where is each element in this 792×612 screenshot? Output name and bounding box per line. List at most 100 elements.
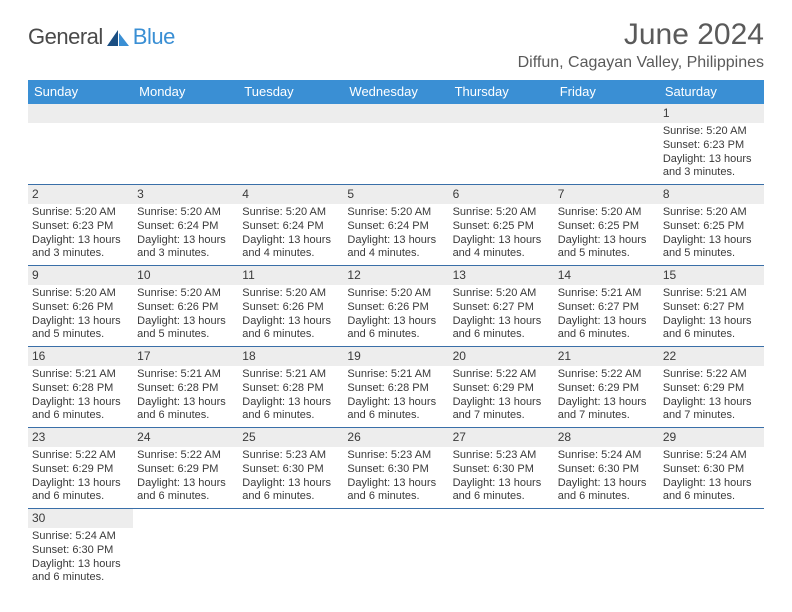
- weekday-header-cell: Tuesday: [238, 80, 343, 104]
- daylight-text: Daylight: 13 hours and 7 minutes.: [663, 396, 760, 424]
- calendar-day-cell: 4Sunrise: 5:20 AMSunset: 6:24 PMDaylight…: [238, 185, 343, 265]
- daylight-text: Daylight: 13 hours and 5 minutes.: [558, 234, 655, 262]
- sunrise-text: Sunrise: 5:20 AM: [32, 287, 129, 301]
- sunrise-text: Sunrise: 5:20 AM: [32, 206, 129, 220]
- day-number: 29: [659, 428, 764, 447]
- daylight-text: Daylight: 13 hours and 6 minutes.: [453, 477, 550, 505]
- empty-day-number: [343, 104, 448, 123]
- day-number: 4: [238, 185, 343, 204]
- sunset-text: Sunset: 6:30 PM: [558, 463, 655, 477]
- calendar-day-cell: [449, 104, 554, 184]
- daylight-text: Daylight: 13 hours and 4 minutes.: [453, 234, 550, 262]
- weekday-header-cell: Saturday: [659, 80, 764, 104]
- calendar-day-cell: 10Sunrise: 5:20 AMSunset: 6:26 PMDayligh…: [133, 266, 238, 346]
- calendar-day-cell: 26Sunrise: 5:23 AMSunset: 6:30 PMDayligh…: [343, 428, 448, 508]
- sunrise-text: Sunrise: 5:21 AM: [32, 368, 129, 382]
- calendar-day-cell: 8Sunrise: 5:20 AMSunset: 6:25 PMDaylight…: [659, 185, 764, 265]
- calendar-day-cell: 29Sunrise: 5:24 AMSunset: 6:30 PMDayligh…: [659, 428, 764, 508]
- calendar-day-cell: 24Sunrise: 5:22 AMSunset: 6:29 PMDayligh…: [133, 428, 238, 508]
- calendar-day-cell: 22Sunrise: 5:22 AMSunset: 6:29 PMDayligh…: [659, 347, 764, 427]
- sunset-text: Sunset: 6:24 PM: [137, 220, 234, 234]
- sunset-text: Sunset: 6:26 PM: [242, 301, 339, 315]
- empty-day-number: [238, 104, 343, 123]
- calendar-day-cell: 23Sunrise: 5:22 AMSunset: 6:29 PMDayligh…: [28, 428, 133, 508]
- sunrise-text: Sunrise: 5:22 AM: [663, 368, 760, 382]
- sunrise-text: Sunrise: 5:20 AM: [558, 206, 655, 220]
- sunset-text: Sunset: 6:25 PM: [558, 220, 655, 234]
- logo-text-general: General: [28, 24, 103, 50]
- calendar-day-cell: 19Sunrise: 5:21 AMSunset: 6:28 PMDayligh…: [343, 347, 448, 427]
- sunset-text: Sunset: 6:30 PM: [242, 463, 339, 477]
- calendar-day-cell: 28Sunrise: 5:24 AMSunset: 6:30 PMDayligh…: [554, 428, 659, 508]
- daylight-text: Daylight: 13 hours and 4 minutes.: [242, 234, 339, 262]
- calendar-day-cell: 11Sunrise: 5:20 AMSunset: 6:26 PMDayligh…: [238, 266, 343, 346]
- title-block: June 2024 Diffun, Cagayan Valley, Philip…: [518, 18, 764, 72]
- daylight-text: Daylight: 13 hours and 6 minutes.: [242, 477, 339, 505]
- calendar-day-cell: [343, 509, 448, 589]
- sunrise-text: Sunrise: 5:22 AM: [453, 368, 550, 382]
- day-number: 25: [238, 428, 343, 447]
- day-number: 19: [343, 347, 448, 366]
- sunrise-text: Sunrise: 5:20 AM: [347, 287, 444, 301]
- sunrise-text: Sunrise: 5:24 AM: [32, 530, 129, 544]
- daylight-text: Daylight: 13 hours and 6 minutes.: [137, 396, 234, 424]
- sunset-text: Sunset: 6:30 PM: [32, 544, 129, 558]
- calendar-day-cell: 18Sunrise: 5:21 AMSunset: 6:28 PMDayligh…: [238, 347, 343, 427]
- daylight-text: Daylight: 13 hours and 6 minutes.: [32, 396, 129, 424]
- calendar-day-cell: 30Sunrise: 5:24 AMSunset: 6:30 PMDayligh…: [28, 509, 133, 589]
- month-title: June 2024: [518, 18, 764, 52]
- calendar-day-cell: 14Sunrise: 5:21 AMSunset: 6:27 PMDayligh…: [554, 266, 659, 346]
- calendar-day-cell: 20Sunrise: 5:22 AMSunset: 6:29 PMDayligh…: [449, 347, 554, 427]
- sunset-text: Sunset: 6:29 PM: [558, 382, 655, 396]
- day-number: 2: [28, 185, 133, 204]
- sunrise-text: Sunrise: 5:21 AM: [242, 368, 339, 382]
- weekday-header-cell: Monday: [133, 80, 238, 104]
- sunrise-text: Sunrise: 5:20 AM: [347, 206, 444, 220]
- day-number: 5: [343, 185, 448, 204]
- daylight-text: Daylight: 13 hours and 6 minutes.: [347, 396, 444, 424]
- sunrise-text: Sunrise: 5:20 AM: [137, 287, 234, 301]
- sunset-text: Sunset: 6:26 PM: [137, 301, 234, 315]
- day-number: 26: [343, 428, 448, 447]
- calendar-page: General Blue June 2024 Diffun, Cagayan V…: [0, 0, 792, 599]
- sunset-text: Sunset: 6:23 PM: [663, 139, 760, 153]
- calendar-week-row: 23Sunrise: 5:22 AMSunset: 6:29 PMDayligh…: [28, 428, 764, 509]
- sunset-text: Sunset: 6:28 PM: [347, 382, 444, 396]
- sunrise-text: Sunrise: 5:21 AM: [558, 287, 655, 301]
- calendar-day-cell: 12Sunrise: 5:20 AMSunset: 6:26 PMDayligh…: [343, 266, 448, 346]
- sunset-text: Sunset: 6:23 PM: [32, 220, 129, 234]
- logo-text-blue: Blue: [109, 24, 175, 50]
- weekday-header-cell: Friday: [554, 80, 659, 104]
- calendar-day-cell: [238, 509, 343, 589]
- day-number: 7: [554, 185, 659, 204]
- daylight-text: Daylight: 13 hours and 5 minutes.: [32, 315, 129, 343]
- calendar-day-cell: [238, 104, 343, 184]
- day-number: 20: [449, 347, 554, 366]
- calendar-week-row: 1Sunrise: 5:20 AMSunset: 6:23 PMDaylight…: [28, 104, 764, 185]
- sunrise-text: Sunrise: 5:22 AM: [558, 368, 655, 382]
- day-number: 12: [343, 266, 448, 285]
- header: General Blue June 2024 Diffun, Cagayan V…: [28, 18, 764, 72]
- day-number: 28: [554, 428, 659, 447]
- sunset-text: Sunset: 6:30 PM: [453, 463, 550, 477]
- weekday-header-cell: Sunday: [28, 80, 133, 104]
- daylight-text: Daylight: 13 hours and 6 minutes.: [453, 315, 550, 343]
- daylight-text: Daylight: 13 hours and 6 minutes.: [32, 558, 129, 586]
- calendar-day-cell: 9Sunrise: 5:20 AMSunset: 6:26 PMDaylight…: [28, 266, 133, 346]
- sunrise-text: Sunrise: 5:21 AM: [137, 368, 234, 382]
- daylight-text: Daylight: 13 hours and 6 minutes.: [242, 315, 339, 343]
- day-number: 23: [28, 428, 133, 447]
- daylight-text: Daylight: 13 hours and 4 minutes.: [347, 234, 444, 262]
- daylight-text: Daylight: 13 hours and 3 minutes.: [663, 153, 760, 181]
- daylight-text: Daylight: 13 hours and 5 minutes.: [663, 234, 760, 262]
- sunset-text: Sunset: 6:26 PM: [32, 301, 129, 315]
- weeks-container: 1Sunrise: 5:20 AMSunset: 6:23 PMDaylight…: [28, 104, 764, 589]
- day-number: 18: [238, 347, 343, 366]
- empty-day-number: [554, 104, 659, 123]
- location-subtitle: Diffun, Cagayan Valley, Philippines: [518, 54, 764, 72]
- sunset-text: Sunset: 6:26 PM: [347, 301, 444, 315]
- calendar-day-cell: 27Sunrise: 5:23 AMSunset: 6:30 PMDayligh…: [449, 428, 554, 508]
- calendar-day-cell: [449, 509, 554, 589]
- day-number: 1: [659, 104, 764, 123]
- day-number: 8: [659, 185, 764, 204]
